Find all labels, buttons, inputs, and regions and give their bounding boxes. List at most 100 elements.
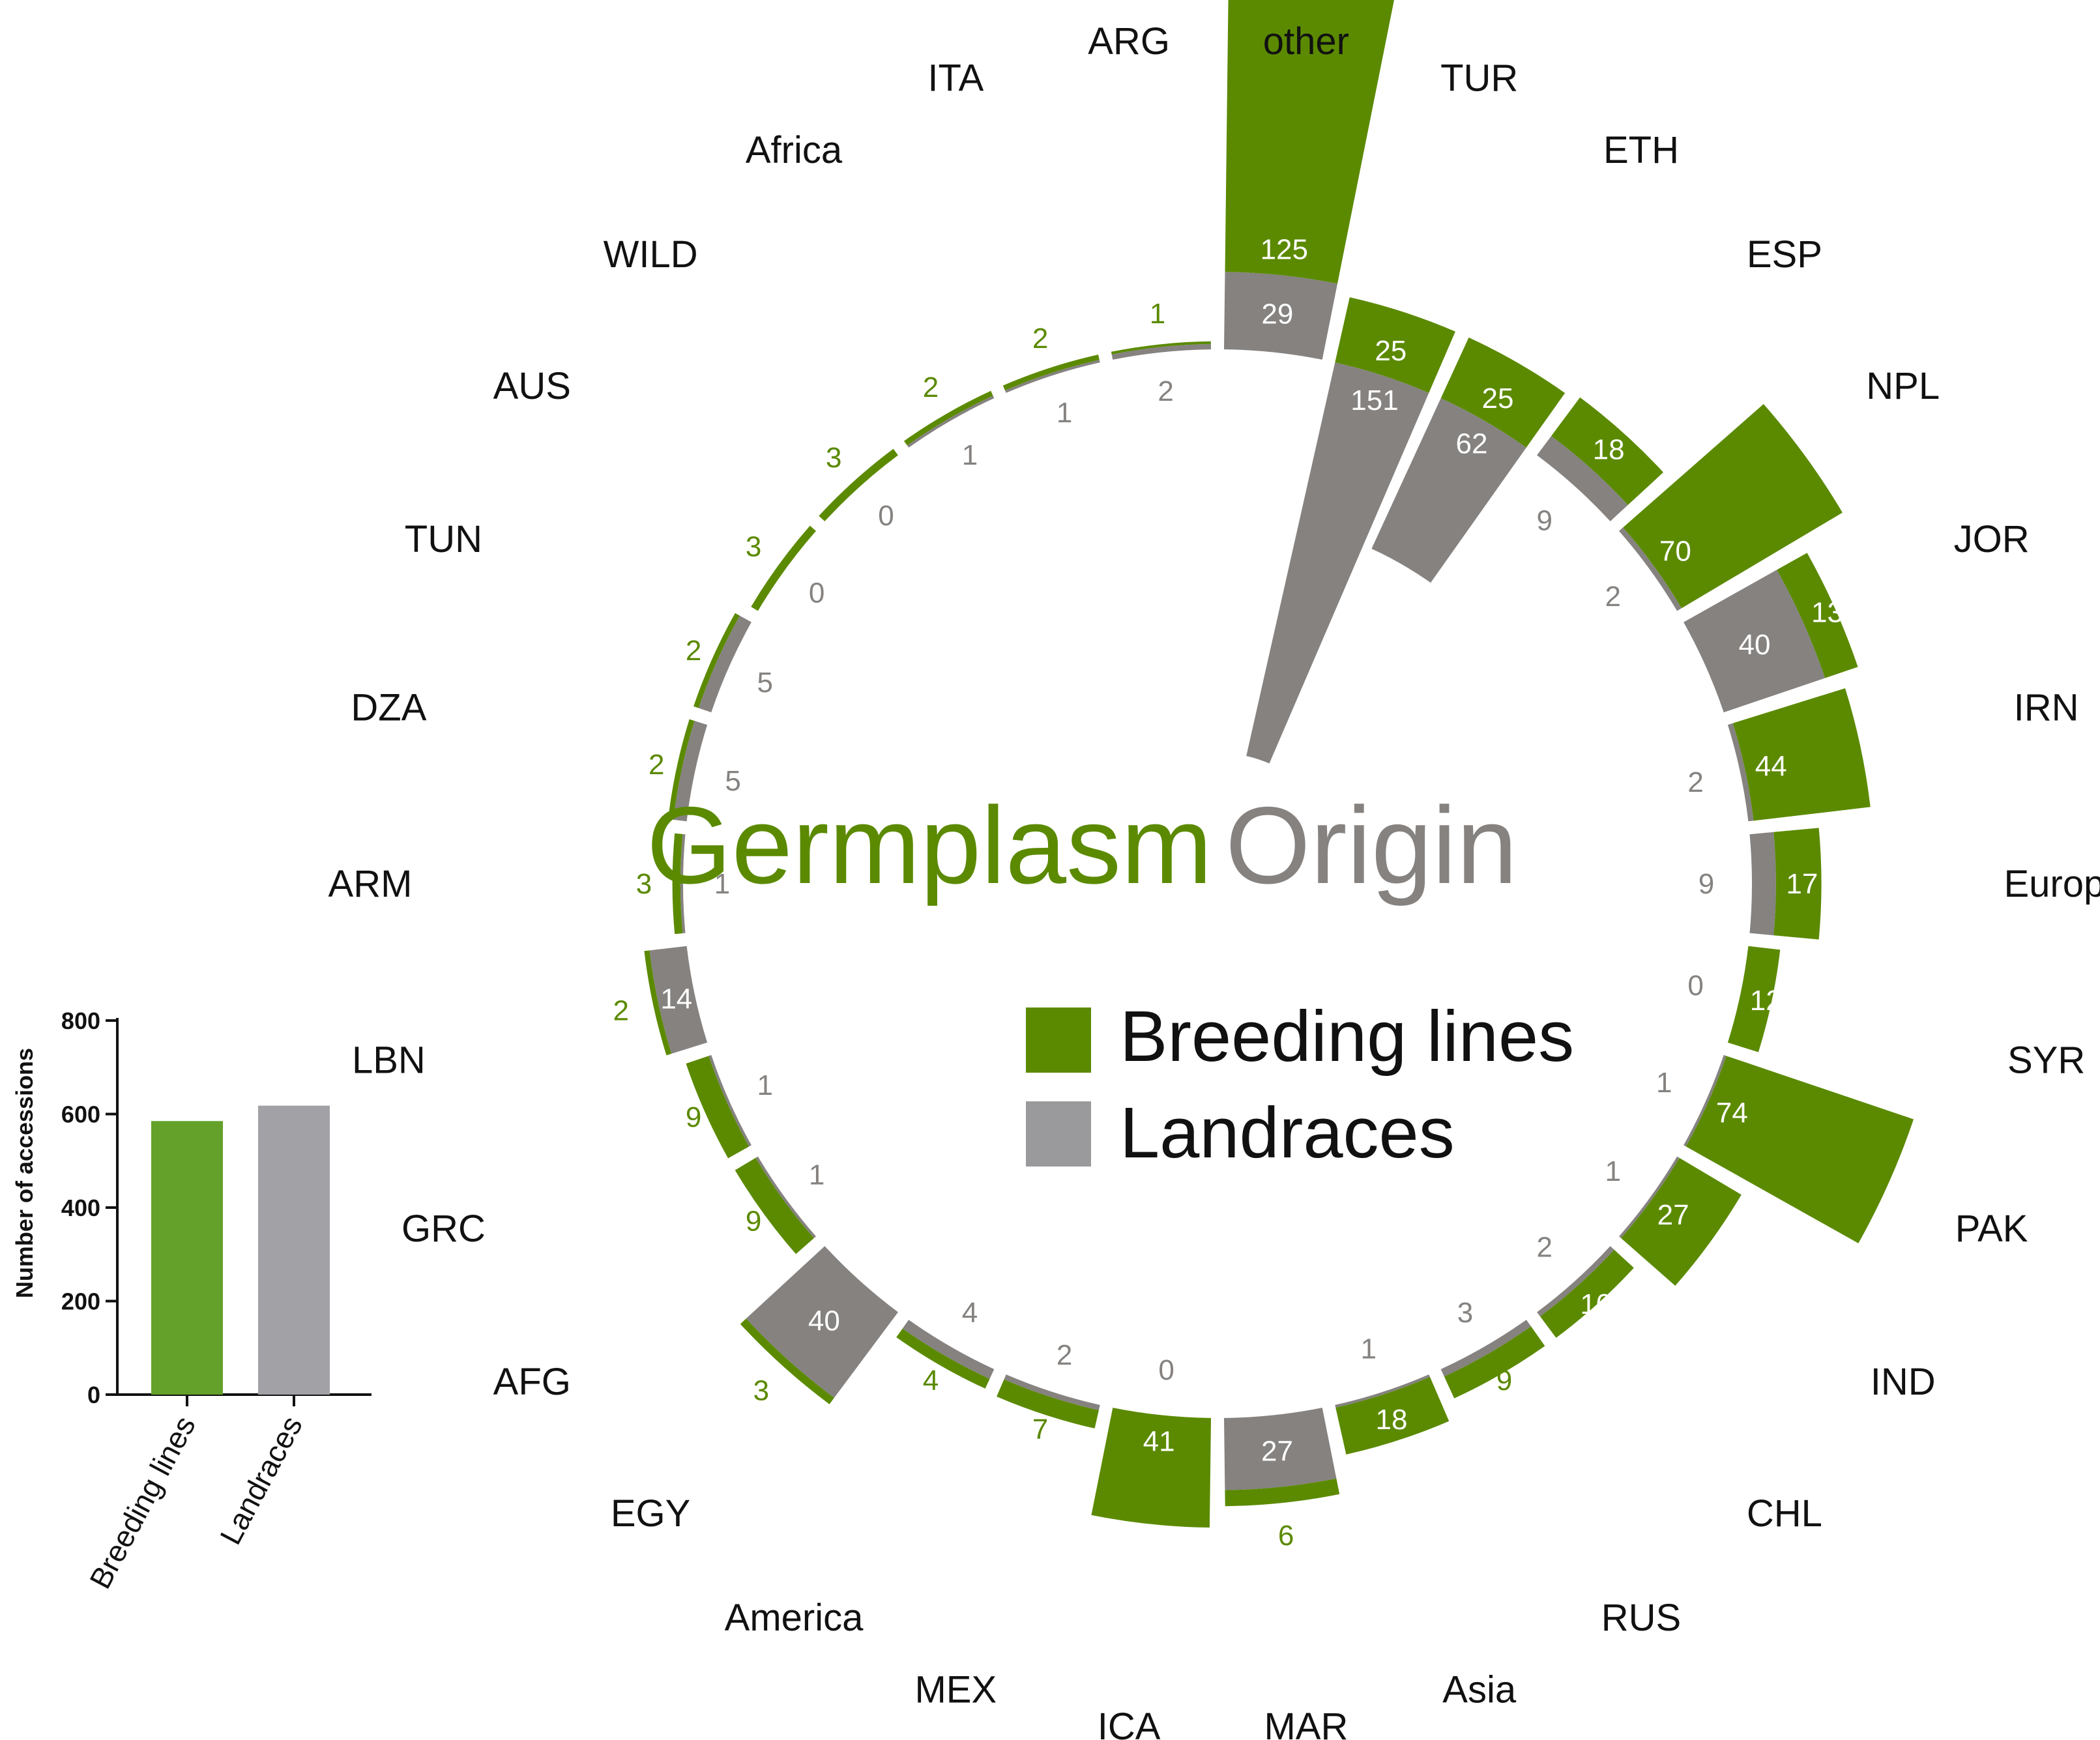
- bar-landrace-PAK: [1684, 1054, 1727, 1147]
- bar-breeding-Europe: [1773, 828, 1822, 940]
- value-landrace-NPL: 2: [1605, 581, 1621, 613]
- bar-breeding-WILD: [819, 448, 898, 521]
- bar-breeding-RUS: [1444, 1326, 1545, 1399]
- category-label-ITA: ITA: [927, 57, 984, 100]
- value-landrace-Europe: 9: [1699, 868, 1714, 900]
- value-landrace-EGY: 40: [808, 1305, 840, 1337]
- bar-landrace-America: [902, 1320, 995, 1379]
- bar-breeding-EGY: [740, 1318, 834, 1404]
- bar-breeding-IND: [1621, 1157, 1742, 1286]
- value-breeding-MAR: 6: [1278, 1520, 1294, 1552]
- value-breeding-ARM: 3: [636, 868, 652, 900]
- bar-breeding-AFG: [735, 1157, 814, 1254]
- value-breeding-America: 4: [923, 1365, 939, 1397]
- category-label-MAR: MAR: [1264, 1705, 1348, 1740]
- bar-landrace-MAR: [1224, 1408, 1337, 1490]
- category-label-IRN: IRN: [2014, 687, 2079, 729]
- bar-landrace-RUS: [1440, 1320, 1531, 1377]
- bar-breeding-America: [896, 1328, 990, 1389]
- value-landrace-SYR: 0: [1687, 970, 1703, 1002]
- bar-landrace-NPL: [1619, 527, 1682, 611]
- chart-title-part2: Origin: [1225, 784, 1517, 906]
- category-label-ARG: ARG: [1088, 20, 1170, 63]
- bar-breeding-PAK: [1685, 1056, 1914, 1243]
- legend-swatch-landrace: [1026, 1101, 1091, 1167]
- bar-landrace-TUR: [1246, 362, 1429, 764]
- value-landrace-ARM: 1: [714, 868, 730, 900]
- bar-breeding-ESP: [1551, 397, 1663, 505]
- value-landrace-America: 4: [962, 1297, 978, 1329]
- value-breeding-other: 125: [1261, 234, 1308, 266]
- bar-landrace-ARM: [680, 834, 686, 934]
- category-label-EGY: EGY: [611, 1492, 691, 1535]
- value-breeding-PAK: 74: [1716, 1097, 1748, 1129]
- inset-y-tick-label: 400: [61, 1195, 100, 1221]
- bar-breeding-MAR: [1225, 1478, 1340, 1507]
- bar-landrace-DZA: [673, 721, 708, 822]
- category-label-SYR: SYR: [2007, 1039, 2085, 1081]
- radial-chart: 12529other25151TUR2562ETH189ESP702NPL134…: [328, 0, 2100, 1740]
- category-label-CHL: CHL: [1747, 1492, 1822, 1535]
- bar-breeding-NPL: [1623, 404, 1843, 609]
- bar-breeding-ARM: [672, 833, 683, 935]
- bar-breeding-GRC: [686, 1056, 750, 1159]
- category-label-ICA: ICA: [1098, 1705, 1161, 1740]
- value-breeding-TUR: 25: [1375, 335, 1407, 367]
- value-breeding-SYR: 12: [1750, 985, 1782, 1017]
- bar-landrace-ITA: [1005, 360, 1100, 393]
- inset-bar-breeding: [151, 1121, 223, 1395]
- value-breeding-AFG: 9: [746, 1205, 761, 1237]
- inset-bar-landraces: [258, 1105, 330, 1395]
- value-breeding-ICA: 41: [1143, 1425, 1175, 1457]
- value-landrace-JOR: 40: [1739, 629, 1771, 661]
- bar-landrace-ETH: [1371, 398, 1526, 583]
- bar-breeding-Africa: [904, 390, 993, 446]
- value-landrace-LBN: 14: [660, 983, 692, 1015]
- value-landrace-ICA: 0: [1158, 1354, 1174, 1386]
- total-accessions-bar-chart: Number of accessions 0 200 400 600 800 Breedi…: [11, 1008, 372, 1594]
- value-breeding-IND: 27: [1657, 1199, 1689, 1231]
- bar-breeding-SYR: [1727, 946, 1781, 1052]
- value-landrace-AFG: 1: [809, 1159, 824, 1191]
- bar-breeding-MEX: [997, 1379, 1099, 1428]
- bar-landrace-EGY: [746, 1246, 898, 1398]
- value-landrace-Asia: 1: [1361, 1333, 1377, 1365]
- bar-breeding-AUS: [751, 525, 816, 611]
- value-breeding-WILD: 3: [826, 442, 841, 474]
- bar-breeding-ICA: [1091, 1408, 1211, 1528]
- category-label-IND: IND: [1871, 1361, 1936, 1403]
- category-label-DZA: DZA: [351, 687, 426, 729]
- bar-breeding-TUR: [1335, 297, 1455, 393]
- bar-landrace-JOR: [1684, 570, 1826, 713]
- category-label-WILD: WILD: [604, 233, 698, 276]
- value-breeding-ETH: 25: [1482, 383, 1514, 414]
- value-landrace-ITA: 1: [1057, 397, 1072, 429]
- bar-landrace-AFG: [755, 1156, 816, 1238]
- value-breeding-Asia: 18: [1376, 1404, 1408, 1436]
- category-label-MEX: MEX: [914, 1668, 997, 1711]
- value-landrace-PAK: 1: [1656, 1067, 1672, 1099]
- value-landrace-CHL: 2: [1537, 1231, 1553, 1263]
- bar-landrace-MEX: [1004, 1374, 1100, 1410]
- bar-landrace-ARG: [1111, 343, 1211, 360]
- category-label-ARM: ARM: [328, 863, 413, 905]
- value-landrace-IND: 1: [1605, 1155, 1621, 1187]
- category-label-America: America: [725, 1597, 864, 1639]
- value-breeding-EGY: 3: [753, 1375, 769, 1407]
- bar-landrace-GRC: [708, 1054, 751, 1147]
- value-landrace-other: 29: [1261, 298, 1293, 330]
- value-landrace-ESP: 9: [1537, 505, 1553, 537]
- bar-breeding-ARG: [1111, 341, 1211, 355]
- value-breeding-DZA: 2: [649, 749, 664, 781]
- category-label-TUN: TUN: [405, 518, 482, 560]
- category-label-AUS: AUS: [493, 365, 571, 407]
- category-label-PAK: PAK: [1955, 1208, 2028, 1250]
- value-breeding-JOR: 13: [1811, 597, 1843, 629]
- category-label-LBN: LBN: [352, 1039, 426, 1081]
- value-breeding-MEX: 7: [1032, 1414, 1048, 1445]
- bar-breeding-TUN: [693, 613, 740, 708]
- bar-landrace-IND: [1619, 1156, 1680, 1238]
- bar-breeding-LBN: [644, 950, 672, 1056]
- value-landrace-GRC: 1: [757, 1069, 772, 1101]
- value-landrace-IRN: 2: [1687, 766, 1703, 798]
